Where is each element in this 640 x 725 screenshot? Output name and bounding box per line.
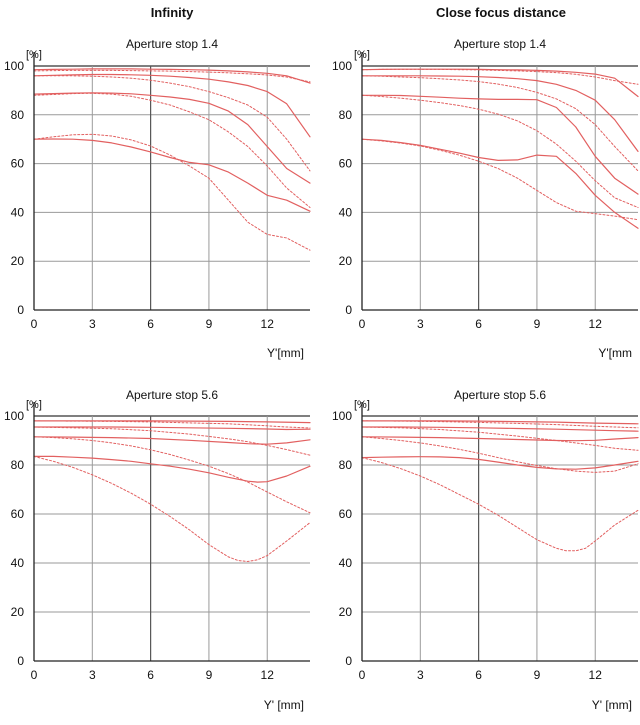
y-tick-label: 60 [11, 157, 25, 171]
y-tick-label: 40 [11, 556, 25, 570]
y-tick-label: 80 [11, 458, 25, 472]
x-tick-label: 12 [589, 668, 603, 682]
x-tick-label: 9 [206, 668, 213, 682]
x-axis-label: Y'[mm] [267, 346, 304, 360]
y-tick-label: 20 [11, 605, 25, 619]
chart-title: Aperture stop 1.4 [126, 37, 218, 51]
x-tick-label: 6 [475, 317, 482, 331]
chart-close-f14: 0 20 40 60 80 100 0 3 6 9 12 [%] Y'[mm Aperture stop … [332, 37, 639, 360]
y-tick-label: 60 [339, 157, 353, 171]
mtf-curve-solid-4 [361, 456, 639, 470]
x-tick-label: 0 [31, 668, 38, 682]
mtf-curve-dotted-7 [33, 436, 311, 514]
x-tick-label: 9 [534, 317, 541, 331]
x-axis-label: Y'[mm [598, 346, 632, 360]
y-tick-label: 60 [339, 507, 353, 521]
x-tick-label: 6 [147, 317, 154, 331]
mtf-curve-solid-1 [361, 68, 639, 98]
y-tick-label: 40 [11, 205, 25, 219]
y-tick-label: 0 [17, 654, 24, 668]
mtf-curve-solid-4 [361, 138, 639, 229]
x-tick-label: 3 [417, 668, 424, 682]
y-tick-label: 20 [339, 254, 353, 268]
mtf-curve-solid-3 [361, 436, 639, 442]
y-tick-label: 100 [332, 409, 352, 423]
mtf-curve-solid-2 [33, 73, 311, 138]
column-title-infinity: Infinity [150, 5, 194, 20]
mtf-curve-solid-1 [33, 68, 311, 84]
y-tick-label: 0 [345, 303, 352, 317]
mtf-curve-dotted-7 [361, 436, 639, 473]
x-tick-label: 12 [261, 317, 275, 331]
y-tick-label: 20 [11, 254, 25, 268]
y-tick-label: 0 [345, 654, 352, 668]
mtf-curve-dotted-7 [361, 94, 639, 208]
x-tick-label: 9 [206, 317, 213, 331]
mtf-curve-dotted-8 [33, 133, 311, 251]
x-tick-label: 3 [89, 317, 96, 331]
chart-title: Aperture stop 5.6 [126, 388, 218, 402]
mtf-curve-solid-2 [361, 426, 639, 432]
mtf-curve-solid-3 [361, 94, 639, 195]
x-tick-label: 12 [261, 668, 275, 682]
chart-close-f56: 0 20 40 60 80 100 0 3 6 9 12 [%] Y' [mm] Aperture sto… [332, 388, 639, 712]
y-axis-label: [%] [354, 49, 370, 61]
mtf-curve-solid-3 [33, 92, 311, 184]
column-title-close-focus: Close focus distance [435, 5, 567, 20]
y-tick-label: 100 [4, 59, 24, 73]
chart-title: Aperture stop 1.4 [454, 37, 546, 51]
mtf-curve-dotted-6 [361, 75, 639, 172]
y-tick-label: 80 [339, 458, 353, 472]
y-axis-label: [%] [26, 49, 42, 61]
mtf-curve-solid-2 [361, 75, 639, 152]
x-tick-label: 0 [359, 668, 366, 682]
mtf-curve-solid-3 [33, 436, 311, 445]
y-tick-label: 0 [17, 303, 24, 317]
x-tick-label: 12 [589, 317, 603, 331]
mtf-curve-dotted-5 [33, 420, 311, 429]
mtf-curve-dotted-6 [33, 75, 311, 172]
y-axis-label: [%] [26, 399, 42, 411]
mtf-curve-dotted-7 [33, 92, 311, 208]
x-tick-label: 3 [89, 668, 96, 682]
y-tick-label: 100 [4, 409, 24, 423]
mtf-curve-dotted-8 [361, 138, 639, 221]
mtf-curve-dotted-5 [33, 69, 311, 83]
mtf-curve-solid-4 [33, 138, 311, 212]
x-axis-label: Y' [mm] [592, 698, 632, 712]
mtf-curve-dotted-6 [33, 426, 311, 456]
y-tick-label: 60 [11, 507, 25, 521]
x-tick-label: 0 [359, 317, 366, 331]
mtf-curve-dotted-8 [33, 455, 311, 562]
y-tick-label: 40 [339, 556, 353, 570]
x-tick-label: 0 [31, 317, 38, 331]
y-tick-label: 20 [339, 605, 353, 619]
y-tick-label: 100 [332, 59, 352, 73]
x-tick-label: 6 [475, 668, 482, 682]
mtf-curve-dotted-8 [361, 457, 639, 552]
y-tick-label: 80 [339, 108, 353, 122]
y-tick-label: 80 [11, 108, 25, 122]
x-tick-label: 9 [534, 668, 541, 682]
y-axis-label: [%] [354, 399, 370, 411]
y-tick-label: 40 [339, 205, 353, 219]
x-axis-label: Y' [mm] [264, 698, 304, 712]
x-tick-label: 6 [147, 668, 154, 682]
mtf-curve-dotted-5 [361, 420, 639, 429]
chart-infinity-f56: 0 20 40 60 80 100 0 3 6 9 12 [%] Y' [mm] Aperture sto… [4, 388, 311, 712]
x-tick-label: 3 [417, 317, 424, 331]
mtf-curve-dotted-6 [361, 426, 639, 451]
mtf-curve-solid-4 [33, 455, 311, 483]
mtf-curve-solid-2 [33, 426, 311, 431]
mtf-curve-dotted-5 [361, 68, 639, 85]
chart-title: Aperture stop 5.6 [454, 388, 546, 402]
chart-infinity-f14: 0 20 40 60 80 100 0 3 6 9 12 [%] Y'[mm] Aperture stop… [4, 37, 311, 360]
